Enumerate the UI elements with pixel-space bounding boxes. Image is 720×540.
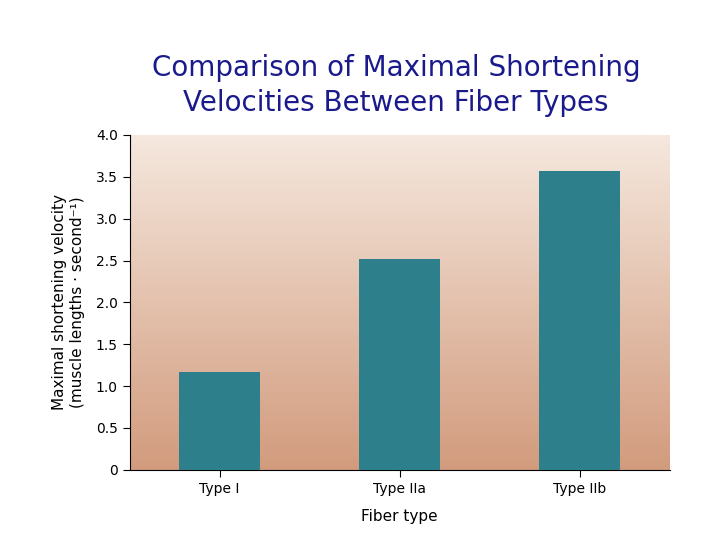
Bar xyxy=(179,372,260,470)
X-axis label: Fiber type: Fiber type xyxy=(361,510,438,524)
Text: Comparison of Maximal Shortening
Velocities Between Fiber Types: Comparison of Maximal Shortening Velocit… xyxy=(152,54,640,117)
Bar xyxy=(359,259,440,470)
Bar xyxy=(539,171,620,470)
Y-axis label: Maximal shortening velocity
(muscle lengths · second⁻¹): Maximal shortening velocity (muscle leng… xyxy=(53,194,85,410)
